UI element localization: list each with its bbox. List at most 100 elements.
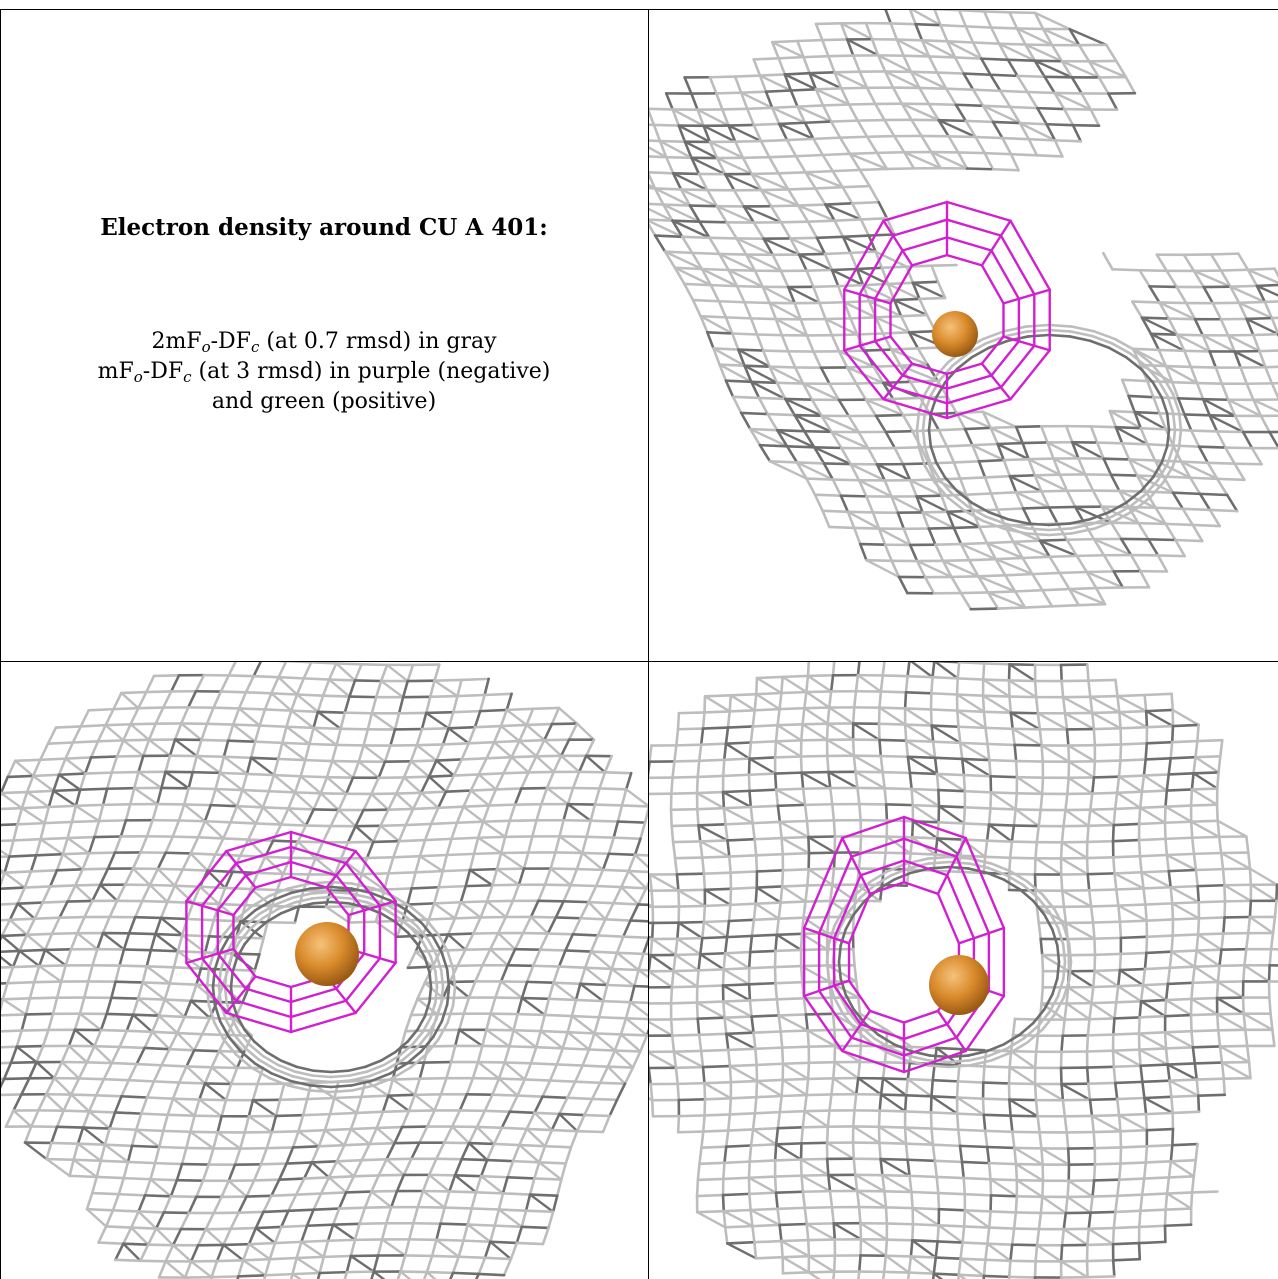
mesh-edge <box>11 964 41 969</box>
mesh-edge <box>300 1240 325 1259</box>
ring-edge <box>1132 348 1152 364</box>
mesh-edge <box>950 575 963 595</box>
mesh-edge <box>761 349 771 369</box>
mesh-edge <box>266 920 297 925</box>
mesh-edge <box>1012 539 1042 544</box>
cage-edge <box>254 875 293 889</box>
mesh-edge <box>748 949 777 954</box>
mesh-edge <box>753 707 781 712</box>
mesh-edge <box>462 805 485 823</box>
mesh-edge <box>173 738 198 758</box>
mesh-edge <box>475 1125 496 1146</box>
mesh-edge <box>955 693 985 697</box>
mesh-edge <box>1245 317 1278 336</box>
mesh-edge <box>962 822 991 826</box>
mesh-edge <box>508 1028 515 1048</box>
mesh-edge <box>1166 1063 1198 1081</box>
mesh-edge <box>433 902 457 920</box>
mesh-edge <box>470 1190 478 1210</box>
mesh-edge <box>87 851 117 855</box>
mesh-edge <box>745 106 774 111</box>
mesh-edge <box>890 348 929 366</box>
mesh-edge <box>505 708 528 727</box>
mesh-edge <box>353 1222 361 1242</box>
mesh-edge <box>906 755 939 776</box>
mesh-edge <box>857 996 862 1015</box>
mesh-edge <box>755 1078 785 1083</box>
mesh-edge <box>627 853 637 873</box>
mesh-edge <box>139 1259 167 1263</box>
mesh-edge <box>744 253 757 272</box>
mesh-edge <box>1090 1001 1118 1005</box>
mesh-edge <box>1192 755 1197 775</box>
mesh-edge <box>884 803 915 807</box>
mesh-edge <box>1138 805 1167 810</box>
mesh-edge <box>453 1157 463 1177</box>
mesh-edge <box>317 1128 327 1148</box>
mesh-edge <box>727 918 756 923</box>
ring-edge <box>237 927 252 944</box>
mesh-edge <box>1239 366 1249 386</box>
mesh-edge <box>589 950 619 955</box>
mesh-edge <box>937 804 967 809</box>
mesh-edge <box>703 1082 733 1100</box>
cage-edge <box>216 874 247 912</box>
mesh-edge <box>1143 693 1148 713</box>
mesh-edge <box>241 1257 272 1262</box>
cage-edge <box>873 335 892 343</box>
mesh-edge <box>750 380 787 401</box>
mesh-edge <box>224 886 253 891</box>
mesh-edge <box>1197 445 1227 449</box>
view-bottom-left <box>1 662 648 1279</box>
mesh-edge <box>1100 505 1140 525</box>
mesh-edge <box>452 758 463 777</box>
mesh-edge <box>108 899 119 919</box>
ring-edge <box>933 481 950 499</box>
mesh-edge <box>821 38 830 58</box>
mesh-edge <box>927 461 956 465</box>
mesh-edge <box>963 806 992 810</box>
mesh-edge <box>1211 301 1223 321</box>
mesh-edge <box>1062 808 1067 828</box>
mesh-edge <box>1107 92 1119 111</box>
ring-edge <box>265 912 283 924</box>
mesh-edge <box>749 740 778 744</box>
mesh-edge <box>865 134 896 139</box>
mesh-edge <box>649 171 675 175</box>
mesh-edge <box>802 55 811 75</box>
mesh-edge <box>326 1238 357 1243</box>
mesh-edge <box>698 220 728 224</box>
mesh-edge <box>31 774 55 793</box>
mesh-edge <box>453 1174 478 1194</box>
cage-edge <box>980 249 993 267</box>
mesh-edge <box>906 662 911 678</box>
mesh-edge <box>696 1017 701 1037</box>
mesh-edge <box>1102 457 1131 461</box>
mesh-edge <box>1237 300 1267 305</box>
mesh-edge <box>1 886 27 890</box>
mesh-edge <box>1163 1031 1168 1050</box>
mesh-edge <box>776 724 803 742</box>
mesh-edge <box>643 805 648 824</box>
mesh-edge <box>256 871 285 876</box>
mesh-edge <box>72 1158 98 1179</box>
mesh-edge <box>1270 382 1278 401</box>
mesh-edge <box>697 952 702 972</box>
mesh-edge <box>780 885 807 903</box>
mesh-edge <box>1270 316 1278 336</box>
mesh-edge <box>164 754 172 774</box>
mesh-edge <box>696 108 705 128</box>
mesh-edge <box>349 1254 375 1273</box>
ring-edge <box>431 935 444 955</box>
cage-edge <box>980 264 1005 305</box>
mesh-edge <box>671 219 701 223</box>
mesh-edge <box>504 899 515 919</box>
mesh-edge <box>728 855 732 874</box>
mesh-edge <box>930 692 959 696</box>
legend-text: -DF <box>210 329 251 354</box>
mesh-edge <box>263 855 292 860</box>
mesh-edge <box>795 461 835 481</box>
mesh-edge <box>1050 603 1080 608</box>
mesh-edge <box>551 1194 559 1214</box>
mesh-edge <box>989 26 1019 30</box>
